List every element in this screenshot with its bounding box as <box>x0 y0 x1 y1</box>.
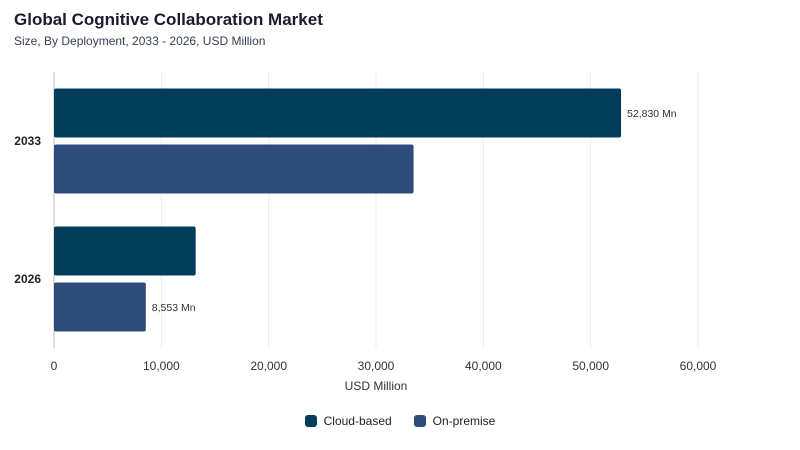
x-tick-label: 60,000 <box>680 359 717 373</box>
x-tick-label: 10,000 <box>143 359 180 373</box>
legend-label-on-premise: On-premise <box>432 414 496 428</box>
legend-swatch-on-premise <box>413 415 426 427</box>
data-label: 52,830 Mn <box>627 108 677 120</box>
bar-cloud-based-2026 <box>54 226 196 276</box>
legend: Cloud-based On-premise <box>0 414 800 428</box>
x-tick-label: 20,000 <box>250 359 287 373</box>
legend-item-cloud-based[interactable]: Cloud-based <box>304 414 392 428</box>
chart-title: Global Cognitive Collaboration Market <box>14 10 323 29</box>
data-label: 8,553 Mn <box>152 302 196 314</box>
legend-swatch-cloud-based <box>304 415 317 427</box>
x-tick-label: 0 <box>51 359 58 373</box>
x-tick-label: 50,000 <box>572 359 609 373</box>
bar-cloud-based-2033 <box>54 88 622 138</box>
x-tick-label: 30,000 <box>358 359 395 373</box>
x-axis-title: USD Million <box>345 379 408 393</box>
y-category-label: 2033 <box>14 134 41 148</box>
legend-item-on-premise[interactable]: On-premise <box>413 414 496 428</box>
x-tick-label: 40,000 <box>465 359 502 373</box>
y-category-label: 2026 <box>14 272 41 286</box>
legend-label-cloud-based: Cloud-based <box>323 414 392 428</box>
bar-on-premise-2026 <box>54 282 146 332</box>
chart-subtitle: Size, By Deployment, 2033 - 2026, USD Mi… <box>14 34 266 48</box>
bar-on-premise-2033 <box>54 144 414 194</box>
